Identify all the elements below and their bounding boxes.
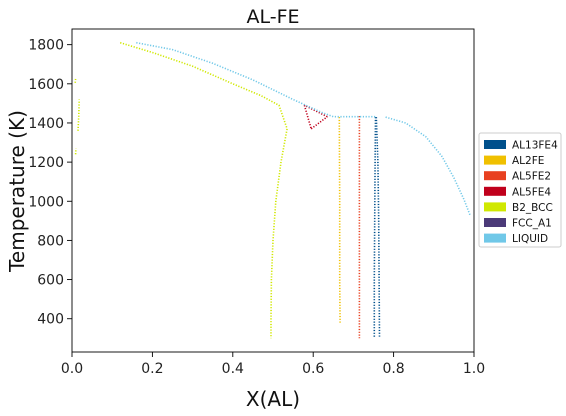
series-line-b2-bcc [77, 99, 80, 131]
legend-label-al5fe2: AL5FE2 [512, 171, 551, 183]
legend-swatch-al2fe [484, 155, 506, 165]
series-line-liquid [136, 41, 376, 118]
series-line-al5fe4 [303, 105, 312, 130]
series-line-liquid [385, 116, 471, 216]
x-tick-label: 0.4 [222, 361, 244, 377]
series-line-al13fe4 [373, 117, 377, 339]
y-tick-label: 1800 [28, 38, 64, 54]
x-axis-title: X(AL) [246, 387, 300, 411]
y-axis-ticks: 400 600 800 1000 1200 1400 1600 1800 [28, 38, 72, 328]
legend-label-fcc-a1: FCC_A1 [512, 218, 552, 230]
series-line-al13fe4 [375, 117, 381, 339]
legend-swatch-fcc-a1 [484, 218, 506, 227]
legend-swatch-b2-bcc [484, 202, 506, 212]
legend-label-al2fe: AL2FE [512, 155, 544, 167]
x-tick-label: 0.6 [302, 361, 324, 377]
legend-swatch-al5fe2 [484, 171, 506, 181]
x-tick-label: 0.0 [61, 361, 83, 377]
y-tick-label: 1400 [28, 116, 64, 132]
series-line-b2-bcc [119, 41, 288, 339]
y-tick-label: 1000 [28, 194, 64, 210]
y-tick-label: 400 [37, 312, 64, 328]
y-tick-label: 1200 [28, 155, 64, 171]
legend-label-liquid: LIQUID [512, 233, 548, 245]
plot-marks [74, 41, 471, 339]
x-tick-label: 1.0 [463, 361, 485, 377]
legend-swatch-al5fe4 [484, 186, 506, 196]
x-tick-label: 0.2 [141, 361, 163, 377]
series-line-al5fe4 [310, 116, 328, 130]
series-line-al5fe4 [304, 104, 328, 118]
legend-label-al5fe4: AL5FE4 [512, 186, 551, 198]
y-tick-label: 600 [37, 273, 64, 289]
y-tick-label: 1600 [28, 77, 64, 93]
legend-label-al13fe4: AL13FE4 [512, 140, 558, 152]
y-axis-title: Temperature (K) [5, 110, 29, 273]
legend: AL13FE4 AL2FE AL5FE2 AL5FE4 B2_BCC FCC_A1 LIQU… [478, 132, 562, 248]
plot-frame [71, 28, 475, 353]
series-line-al2fe [338, 117, 341, 323]
y-tick-label: 800 [37, 233, 64, 249]
chart-title: AL-FE [246, 6, 299, 28]
legend-label-b2-bcc: B2_BCC [512, 202, 553, 214]
legend-swatch-liquid [484, 233, 506, 243]
x-tick-label: 0.8 [382, 361, 404, 377]
x-axis-ticks: 0.0 0.2 0.4 0.6 0.8 1.0 [61, 352, 485, 377]
legend-swatch-al13fe4 [484, 140, 506, 149]
